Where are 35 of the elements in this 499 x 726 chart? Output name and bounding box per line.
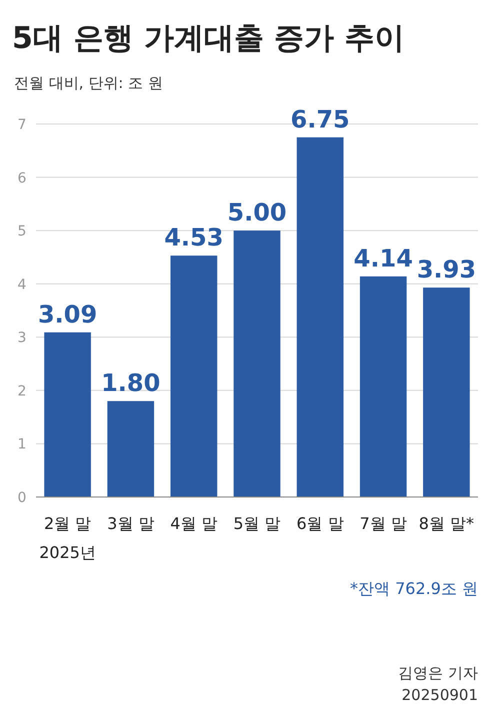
bar xyxy=(44,332,91,497)
data-label: 4.53 xyxy=(164,224,224,252)
chart-title: 5대 은행 가계대출 증가 추이 xyxy=(12,21,405,56)
text: 2025년 xyxy=(39,543,96,562)
y-tick-label: 4 xyxy=(18,276,27,293)
y-tick-label: 0 xyxy=(18,490,26,506)
text: 김영은 기자 xyxy=(398,664,478,682)
data-label: 3.93 xyxy=(416,256,476,284)
bar xyxy=(234,230,280,497)
data-label: 4.14 xyxy=(354,244,413,272)
x-tick-label: 6월 말 xyxy=(296,514,344,533)
y-tick-label: 7 xyxy=(18,117,26,133)
bar xyxy=(296,137,344,497)
data-label: 3.09 xyxy=(38,300,98,328)
y-tick-label: 3 xyxy=(18,330,26,346)
bar xyxy=(170,256,218,497)
y-tick-label: 1 xyxy=(18,436,26,453)
x-tick-label: 4월 말 xyxy=(170,514,218,533)
text: 20250901 xyxy=(402,686,478,704)
y-tick-label: 6 xyxy=(18,170,27,186)
data-label: 6.75 xyxy=(290,105,350,134)
data-label: 5.00 xyxy=(227,198,287,227)
x-tick-label: 3월 말 xyxy=(107,514,154,533)
y-tick-label: 5 xyxy=(18,224,26,240)
y-tick-label: 2 xyxy=(18,383,26,400)
text: *잔액 762.9조 원 xyxy=(350,579,478,598)
x-tick-label: 7월 말 xyxy=(360,514,407,533)
data-label: 1.80 xyxy=(101,369,160,398)
x-tick-label: 5월 말 xyxy=(233,514,281,533)
x-tick-label: 8월 말* xyxy=(418,514,474,533)
chart-subtitle: 전월 대비, 단위: 조 원 xyxy=(14,74,163,92)
x-tick-label: 2월 말 xyxy=(44,514,92,533)
bar xyxy=(360,276,407,497)
bar xyxy=(423,288,470,497)
bar xyxy=(107,401,154,497)
